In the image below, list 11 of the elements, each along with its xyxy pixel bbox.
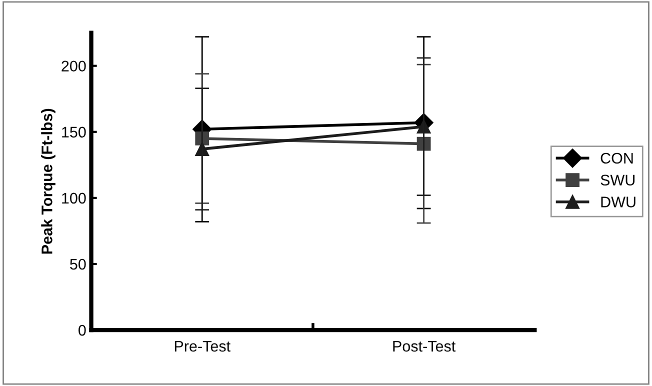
y-axis-title: Peak Torque (Ft-lbs) [41, 108, 56, 254]
y-tick-label: 150 [62, 126, 86, 138]
x-tick-label: Pre-Test [174, 340, 230, 352]
legend-label: CON [600, 152, 633, 164]
legend-label: DWU [601, 196, 636, 208]
y-tick-label: 100 [62, 192, 86, 204]
x-tick-label: Post-Test [393, 340, 456, 352]
y-tick-label: 0 [78, 324, 86, 336]
y-tick-label: 200 [62, 60, 86, 72]
legend-label: SWU [600, 174, 634, 186]
y-tick-label: 50 [70, 258, 86, 270]
